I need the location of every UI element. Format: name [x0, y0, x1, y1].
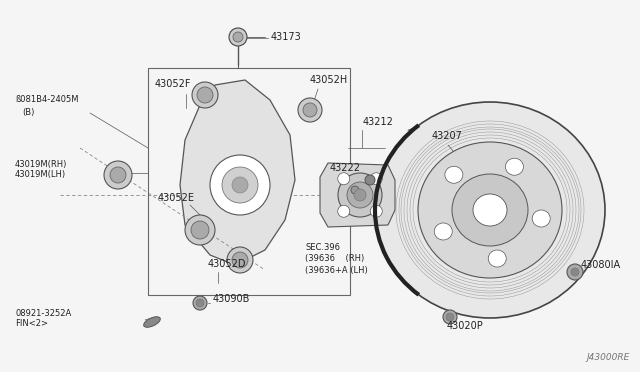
Text: 43080IA: 43080IA	[581, 260, 621, 270]
Text: 43222: 43222	[330, 163, 361, 173]
Circle shape	[338, 205, 349, 217]
Ellipse shape	[227, 247, 253, 273]
Ellipse shape	[298, 98, 322, 122]
Circle shape	[338, 173, 382, 217]
Text: 43052E: 43052E	[158, 193, 195, 203]
Ellipse shape	[351, 186, 359, 194]
Text: (39636    (RH): (39636 (RH)	[305, 254, 364, 263]
Circle shape	[443, 310, 457, 324]
Circle shape	[229, 28, 247, 46]
Ellipse shape	[473, 194, 507, 226]
Ellipse shape	[110, 167, 126, 183]
Text: 43052H: 43052H	[310, 75, 348, 85]
Text: 43052D: 43052D	[208, 259, 246, 269]
Text: SEC.396: SEC.396	[305, 244, 340, 253]
Text: 43090B: 43090B	[213, 294, 250, 304]
Circle shape	[210, 155, 270, 215]
Circle shape	[567, 264, 583, 280]
Circle shape	[193, 296, 207, 310]
Text: J43000RE: J43000RE	[587, 353, 630, 362]
Ellipse shape	[445, 166, 463, 183]
Polygon shape	[320, 163, 395, 227]
Polygon shape	[180, 80, 295, 265]
Circle shape	[446, 313, 454, 321]
Text: ß081B4-2405M: ß081B4-2405M	[15, 96, 79, 105]
Text: (39636+A (LH): (39636+A (LH)	[305, 266, 368, 275]
Circle shape	[354, 189, 366, 201]
Ellipse shape	[435, 223, 452, 240]
Circle shape	[571, 268, 579, 276]
Ellipse shape	[192, 82, 218, 108]
Text: 43020P: 43020P	[447, 321, 484, 331]
Circle shape	[196, 299, 204, 307]
Ellipse shape	[185, 215, 215, 245]
Ellipse shape	[303, 103, 317, 117]
Text: 43019M(RH): 43019M(RH)	[15, 160, 67, 169]
Circle shape	[338, 173, 349, 185]
Text: 43173: 43173	[271, 32, 301, 42]
Text: 43019M(LH): 43019M(LH)	[15, 170, 66, 180]
Text: (B): (B)	[22, 108, 35, 116]
Ellipse shape	[418, 142, 562, 278]
Circle shape	[347, 182, 373, 208]
Circle shape	[233, 32, 243, 42]
Circle shape	[365, 175, 375, 185]
Circle shape	[371, 205, 382, 217]
Ellipse shape	[488, 250, 506, 267]
Ellipse shape	[532, 210, 550, 227]
Circle shape	[232, 177, 248, 193]
Circle shape	[222, 167, 258, 203]
Ellipse shape	[452, 174, 528, 246]
Ellipse shape	[104, 161, 132, 189]
Text: 43052F: 43052F	[155, 79, 191, 89]
Bar	[148, 68, 350, 295]
Ellipse shape	[197, 87, 213, 103]
Text: 43212: 43212	[363, 117, 394, 127]
Text: 43207: 43207	[432, 131, 463, 141]
Ellipse shape	[506, 158, 524, 175]
Circle shape	[371, 173, 382, 185]
Ellipse shape	[232, 252, 248, 268]
Text: 08921-3252A: 08921-3252A	[15, 308, 71, 317]
Ellipse shape	[143, 317, 161, 327]
Ellipse shape	[375, 102, 605, 318]
Ellipse shape	[191, 221, 209, 239]
Text: FIN<2>: FIN<2>	[15, 318, 48, 327]
